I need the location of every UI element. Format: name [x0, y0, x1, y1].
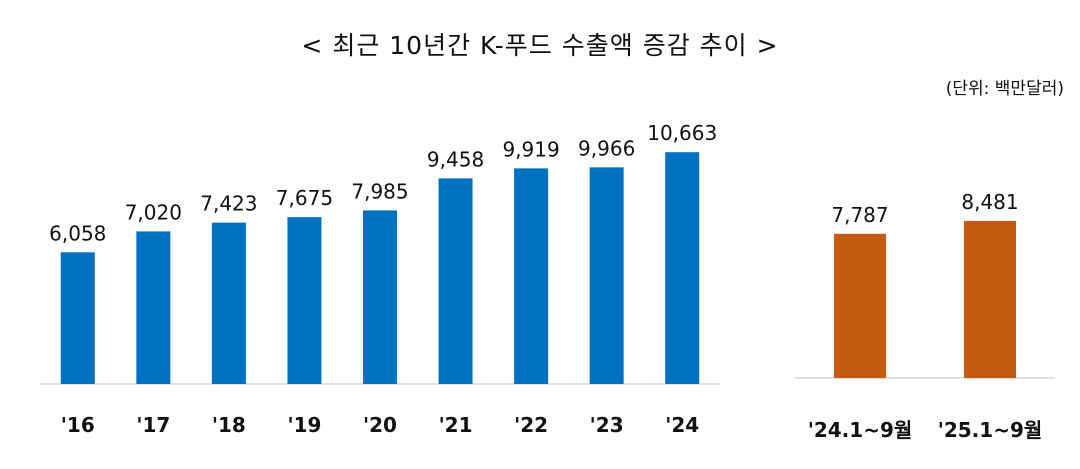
- data-label: 7,985: [351, 179, 408, 203]
- x-tick-label: '17: [136, 413, 170, 437]
- x-tick-label: '20: [363, 413, 397, 437]
- data-label: 9,919: [502, 137, 559, 161]
- x-tick-label: '22: [514, 413, 548, 437]
- unit-label: (단위: 백만달러): [945, 79, 1064, 99]
- data-label: 7,423: [200, 192, 257, 216]
- data-label: 7,787: [831, 203, 888, 227]
- chart-panel-1: 6,058 '16 7,020 '17 7,423 '18 7,675 '19 7,985 '20…: [40, 121, 720, 437]
- x-tick-label: '18: [212, 413, 246, 437]
- data-label: 7,020: [125, 200, 182, 224]
- chart-panel-2: 7,787 '24.1~9월 8,481 '25.1~9월: [795, 190, 1055, 442]
- bar-1-3: [211, 222, 246, 384]
- x-tick-label: '24: [665, 413, 699, 437]
- bar-1-5: [363, 210, 397, 384]
- bar-1-4: [287, 217, 322, 384]
- x-tick-label: '21: [439, 413, 473, 437]
- bar-1-1: [60, 252, 95, 384]
- bar-1-2: [136, 231, 171, 384]
- x-tick-label: '24.1~9월: [808, 418, 913, 442]
- chart-title: < 최근 10년간 K-푸드 수출액 증감 추이 >: [301, 31, 779, 60]
- data-label: 6,058: [49, 221, 106, 245]
- x-tick-label: '23: [590, 413, 624, 437]
- data-label: 10,663: [647, 121, 717, 145]
- bar-1-7: [514, 168, 549, 384]
- data-label: 9,458: [427, 147, 484, 171]
- bar-1-9: [665, 152, 700, 384]
- bar-2-2: [964, 220, 1016, 378]
- x-tick-label: '25.1~9월: [938, 418, 1043, 442]
- x-tick-label: '16: [61, 413, 95, 437]
- data-label: 9,966: [578, 136, 635, 160]
- bar-1-6: [438, 178, 473, 384]
- bar-2-1: [834, 233, 886, 378]
- data-label: 7,675: [276, 186, 333, 210]
- x-tick-label: '19: [287, 413, 321, 437]
- bar-1-8: [589, 167, 624, 384]
- data-label: 8,481: [961, 190, 1018, 214]
